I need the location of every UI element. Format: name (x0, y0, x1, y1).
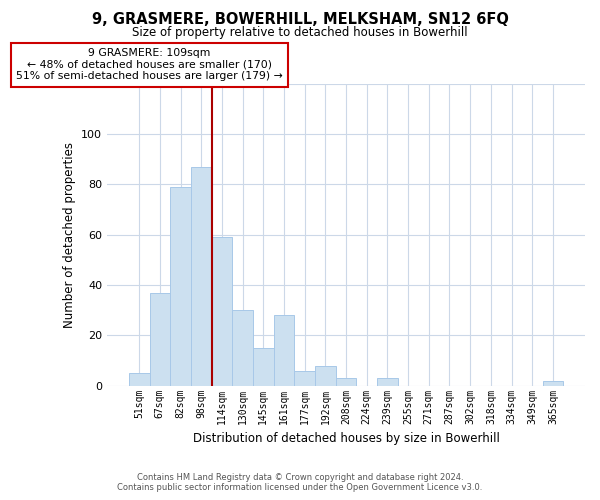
Bar (149, 292, 170, 386)
X-axis label: Distribution of detached houses by size in Bowerhill: Distribution of detached houses by size … (193, 432, 499, 445)
Y-axis label: Number of detached properties: Number of detached properties (62, 142, 76, 328)
Bar (295, 370, 315, 386)
Text: 9 GRASMERE: 109sqm
← 48% of detached houses are smaller (170)
51% of semi-detach: 9 GRASMERE: 109sqm ← 48% of detached hou… (16, 48, 283, 82)
Bar (315, 366, 336, 386)
Bar (129, 373, 149, 386)
Text: Size of property relative to detached houses in Bowerhill: Size of property relative to detached ho… (132, 26, 468, 39)
Bar (170, 187, 191, 386)
Bar (253, 348, 274, 386)
Bar (212, 238, 232, 386)
Bar (542, 380, 563, 386)
Bar (232, 310, 253, 386)
Bar (377, 378, 398, 386)
Text: Contains HM Land Registry data © Crown copyright and database right 2024.
Contai: Contains HM Land Registry data © Crown c… (118, 473, 482, 492)
Bar (336, 378, 356, 386)
Bar (191, 167, 212, 386)
Bar (274, 315, 295, 386)
Text: 9, GRASMERE, BOWERHILL, MELKSHAM, SN12 6FQ: 9, GRASMERE, BOWERHILL, MELKSHAM, SN12 6… (92, 12, 508, 28)
